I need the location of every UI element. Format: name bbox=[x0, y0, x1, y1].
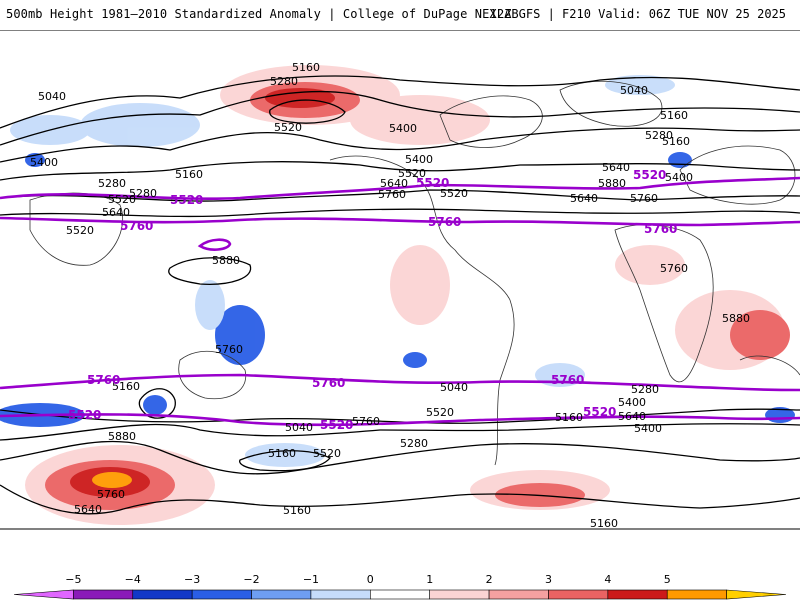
contour-label: 5160 bbox=[555, 411, 583, 424]
contour-label: 5400 bbox=[389, 122, 417, 135]
color-scale-tick-label: −4 bbox=[125, 573, 141, 586]
color-scale-bar: −5 −4 −3 −2 −1 0 1 2 3 4 5 bbox=[0, 570, 800, 600]
height-contours bbox=[0, 75, 800, 515]
contour-label: 5280 bbox=[631, 383, 659, 396]
contour-label: 5040 bbox=[440, 381, 468, 394]
contour-label: 5040 bbox=[620, 84, 648, 97]
contour-label: 5040 bbox=[38, 90, 66, 103]
contour-label: 5760 bbox=[378, 188, 406, 201]
color-scale-tick-label: −3 bbox=[184, 573, 200, 586]
color-scale-tick-label: 3 bbox=[545, 573, 552, 586]
key-contour-label: 5520 bbox=[633, 168, 666, 182]
contour-label: 5640 bbox=[102, 206, 130, 219]
color-scale-swatch bbox=[310, 589, 371, 600]
color-scale-swatch bbox=[370, 589, 430, 600]
contour-label: 5520 bbox=[313, 447, 341, 460]
color-scale-swatch bbox=[191, 589, 252, 600]
color-scale-tick-label: −5 bbox=[65, 573, 81, 586]
color-scale-swatch bbox=[726, 589, 787, 600]
contour-label: 5640 bbox=[618, 410, 646, 423]
color-scale-tick-label: 5 bbox=[664, 573, 671, 586]
key-contour-label: 5760 bbox=[551, 373, 584, 387]
contour-label: 5520 bbox=[398, 167, 426, 180]
color-scale-swatch bbox=[666, 589, 727, 600]
key-contour-label-group: 5520 5760 5520 5760 5520 5760 5760 5760 … bbox=[68, 168, 677, 432]
color-scale-swatch bbox=[132, 589, 193, 600]
contour-label: 5040 bbox=[285, 421, 313, 434]
contour-label: 5280 bbox=[400, 437, 428, 450]
color-scale-tick-label: −1 bbox=[303, 573, 319, 586]
contour-label: 5640 bbox=[602, 161, 630, 174]
contour-label: 5280 bbox=[98, 177, 126, 190]
header: 500mb Height 1981–2010 Standardized Anom… bbox=[0, 0, 800, 30]
color-scale-swatch bbox=[429, 589, 490, 600]
contour-label: 5760 bbox=[215, 343, 243, 356]
color-scale-swatch bbox=[73, 589, 134, 600]
contour-label: 5640 bbox=[74, 503, 102, 516]
contour-label: 5880 bbox=[722, 312, 750, 325]
color-scale-tick-label: 1 bbox=[426, 573, 433, 586]
contour-label: 5400 bbox=[665, 171, 693, 184]
contour-label: 5640 bbox=[380, 177, 408, 190]
key-contour-label: 5520 bbox=[416, 176, 449, 190]
color-scale-tick-label: 4 bbox=[604, 573, 611, 586]
key-contour-label: 5520 bbox=[68, 408, 101, 422]
anomaly-shading bbox=[0, 65, 795, 525]
model-run-info: 12Z GFS | F210 Valid: 06Z TUE NOV 25 202… bbox=[489, 7, 786, 21]
contour-label: 5160 bbox=[268, 447, 296, 460]
contour-label: 5760 bbox=[660, 262, 688, 275]
contour-label: 5640 bbox=[570, 192, 598, 205]
contour-label: 5760 bbox=[630, 192, 658, 205]
contour-label: 5760 bbox=[352, 415, 380, 428]
contour-label: 5880 bbox=[212, 254, 240, 267]
contour-label: 5520 bbox=[426, 406, 454, 419]
key-contour-label: 5760 bbox=[120, 219, 153, 233]
contour-label: 5520 bbox=[108, 193, 136, 206]
color-scale-swatch bbox=[607, 589, 668, 600]
contour-label: 5760 bbox=[97, 488, 125, 501]
key-contour-label: 5520 bbox=[320, 418, 353, 432]
map-canvas: 5160 5040 5280 5520 5400 5040 5160 5280 … bbox=[0, 30, 800, 530]
contour-label: 5280 bbox=[129, 187, 157, 200]
color-scale-swatch bbox=[548, 589, 609, 600]
map-title: 500mb Height 1981–2010 Standardized Anom… bbox=[6, 7, 519, 21]
contour-label: 5400 bbox=[405, 153, 433, 166]
contour-label: 5400 bbox=[634, 422, 662, 435]
color-scale-swatch bbox=[251, 589, 312, 600]
color-scale-swatch bbox=[488, 589, 549, 600]
color-scale: −5 −4 −3 −2 −1 0 1 2 3 4 5 bbox=[13, 573, 787, 600]
color-scale-tick-label: −2 bbox=[243, 573, 259, 586]
contour-label: 5880 bbox=[598, 177, 626, 190]
contour-label: 5280 bbox=[270, 75, 298, 88]
contour-label: 5160 bbox=[292, 61, 320, 74]
contour-label: 5160 bbox=[590, 517, 618, 530]
key-contour-label: 5760 bbox=[312, 376, 345, 390]
contour-label: 5880 bbox=[108, 430, 136, 443]
contour-label: 5400 bbox=[618, 396, 646, 409]
key-contour-label: 5520 bbox=[583, 405, 616, 419]
color-scale-tick-label: 0 bbox=[367, 573, 374, 586]
contour-label: 5400 bbox=[30, 156, 58, 169]
key-contour-label: 5520 bbox=[170, 193, 203, 207]
key-contour-label: 5760 bbox=[428, 215, 461, 229]
contour-label: 5160 bbox=[112, 380, 140, 393]
contour-label: 5160 bbox=[283, 504, 311, 517]
contour-label: 5280 bbox=[645, 129, 673, 142]
contour-label: 5160 bbox=[660, 109, 688, 122]
contour-label: 5520 bbox=[440, 187, 468, 200]
color-scale-swatch bbox=[13, 589, 74, 600]
contour-label: 5160 bbox=[175, 168, 203, 181]
anomaly-map: 5160 5040 5280 5520 5400 5040 5160 5280 … bbox=[0, 30, 800, 530]
contour-label: 5520 bbox=[66, 224, 94, 237]
contour-label: 5520 bbox=[274, 121, 302, 134]
key-contour-label: 5760 bbox=[87, 373, 120, 387]
color-scale-tick-label: 2 bbox=[486, 573, 493, 586]
contour-label-group: 5160 5040 5280 5520 5400 5040 5160 5280 … bbox=[30, 61, 750, 530]
contour-label: 5160 bbox=[662, 135, 690, 148]
key-contour-label: 5760 bbox=[644, 222, 677, 236]
key-contours bbox=[0, 176, 800, 427]
